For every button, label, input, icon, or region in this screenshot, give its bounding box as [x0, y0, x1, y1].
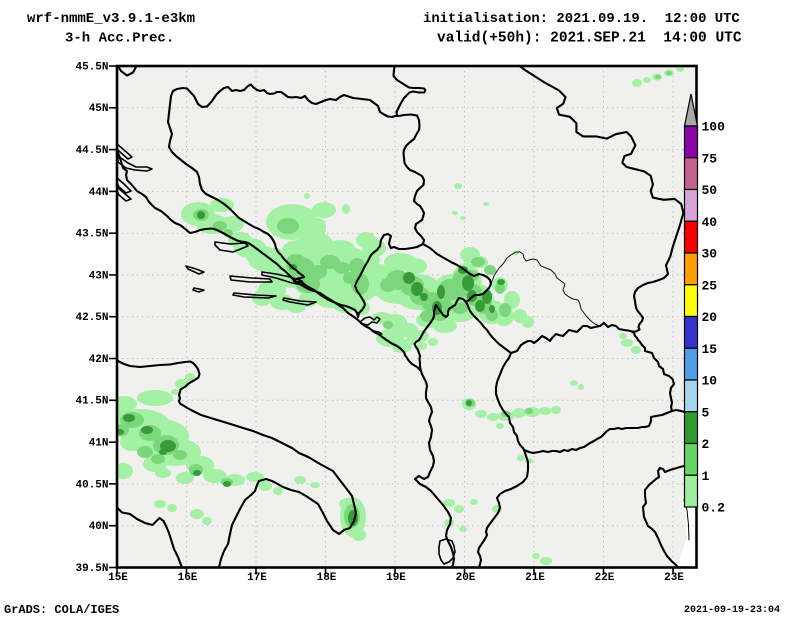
svg-text:15E: 15E [108, 572, 128, 584]
svg-text:1: 1 [702, 469, 710, 484]
svg-text:100: 100 [702, 120, 726, 135]
svg-text:43N: 43N [89, 270, 109, 282]
svg-text:20E: 20E [456, 572, 476, 584]
svg-text:42N: 42N [89, 354, 109, 366]
svg-text:10: 10 [702, 374, 718, 389]
svg-text:GrADS: COLA/IGES: GrADS: COLA/IGES [4, 603, 119, 617]
svg-text:initialisation: 2021.09.19. 1: initialisation: 2021.09.19. 12:00 UTC [423, 11, 740, 27]
svg-text:3-h Acc.Prec.: 3-h Acc.Prec. [65, 31, 174, 47]
svg-text:0.2: 0.2 [702, 501, 726, 516]
svg-text:2: 2 [702, 437, 710, 452]
svg-text:22E: 22E [595, 572, 615, 584]
svg-text:17E: 17E [247, 572, 267, 584]
svg-text:44.5N: 44.5N [75, 145, 108, 157]
svg-text:2021-09-19-23:04: 2021-09-19-23:04 [684, 605, 780, 616]
svg-text:15: 15 [702, 342, 718, 357]
svg-text:40.5N: 40.5N [75, 479, 108, 491]
svg-text:wrf-nmmE_v3.9.1-e3km: wrf-nmmE_v3.9.1-e3km [27, 11, 195, 27]
svg-text:50: 50 [702, 183, 718, 198]
svg-text:45N: 45N [89, 103, 109, 115]
svg-text:42.5N: 42.5N [75, 312, 108, 324]
svg-text:39.5N: 39.5N [75, 563, 108, 575]
svg-text:25: 25 [702, 278, 718, 293]
svg-text:45.5N: 45.5N [75, 61, 108, 73]
svg-text:75: 75 [702, 151, 718, 166]
svg-text:20: 20 [702, 310, 718, 325]
svg-text:16E: 16E [178, 572, 198, 584]
svg-text:40: 40 [702, 215, 718, 230]
svg-text:21E: 21E [525, 572, 545, 584]
svg-text:30: 30 [702, 247, 718, 262]
svg-text:41N: 41N [89, 438, 109, 450]
svg-text:44N: 44N [89, 187, 109, 199]
svg-text:43.5N: 43.5N [75, 229, 108, 241]
svg-text:5: 5 [702, 405, 710, 420]
svg-text:23E: 23E [664, 572, 684, 584]
svg-text:19E: 19E [386, 572, 406, 584]
svg-text:41.5N: 41.5N [75, 396, 108, 408]
svg-text:valid(+50h): 2021.SEP.21 14:0: valid(+50h): 2021.SEP.21 14:00 UTC [437, 31, 742, 47]
svg-text:18E: 18E [317, 572, 337, 584]
svg-text:40N: 40N [89, 521, 109, 533]
